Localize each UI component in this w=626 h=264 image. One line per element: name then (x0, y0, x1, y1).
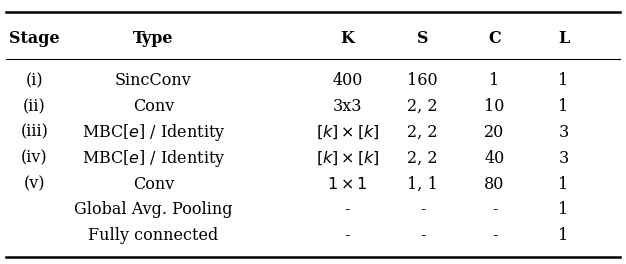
Text: -: - (420, 201, 425, 218)
Text: 40: 40 (485, 150, 505, 167)
Text: (iv): (iv) (21, 150, 48, 167)
Text: Conv: Conv (133, 98, 174, 115)
Text: SincConv: SincConv (115, 72, 192, 89)
Text: 160: 160 (408, 72, 438, 89)
Text: 1, 1: 1, 1 (407, 176, 438, 192)
Text: $[k]\times[k]$: $[k]\times[k]$ (316, 149, 379, 167)
Text: MBC[$e$] / Identity: MBC[$e$] / Identity (81, 122, 225, 143)
Text: (i): (i) (26, 72, 43, 89)
Text: C: C (488, 30, 501, 47)
Text: (iii): (iii) (21, 124, 48, 141)
Text: Global Avg. Pooling: Global Avg. Pooling (74, 201, 233, 218)
Text: MBC[$e$] / Identity: MBC[$e$] / Identity (81, 148, 225, 169)
Text: Fully connected: Fully connected (88, 227, 218, 244)
Text: 10: 10 (485, 98, 505, 115)
Text: 1: 1 (558, 72, 568, 89)
Text: Stage: Stage (9, 30, 59, 47)
Text: 1: 1 (558, 98, 568, 115)
Text: -: - (345, 227, 350, 244)
Text: 1: 1 (558, 176, 568, 192)
Text: Type: Type (133, 30, 173, 47)
Text: 400: 400 (332, 72, 362, 89)
Text: 2, 2: 2, 2 (408, 98, 438, 115)
Text: 80: 80 (485, 176, 505, 192)
Text: 3x3: 3x3 (332, 98, 362, 115)
Text: 20: 20 (485, 124, 505, 141)
Text: (v): (v) (24, 176, 45, 192)
Text: -: - (492, 201, 497, 218)
Text: 2, 2: 2, 2 (408, 150, 438, 167)
Text: L: L (558, 30, 569, 47)
Text: (ii): (ii) (23, 98, 46, 115)
Text: 1: 1 (558, 201, 568, 218)
Text: $[k]\times[k]$: $[k]\times[k]$ (316, 124, 379, 141)
Text: 1: 1 (558, 227, 568, 244)
Text: S: S (417, 30, 428, 47)
Text: 3: 3 (558, 124, 568, 141)
Text: -: - (345, 201, 350, 218)
Text: 3: 3 (558, 150, 568, 167)
Text: $1\times1$: $1\times1$ (327, 176, 367, 192)
Text: -: - (492, 227, 497, 244)
Text: 2, 2: 2, 2 (408, 124, 438, 141)
Text: Conv: Conv (133, 176, 174, 192)
Text: 1: 1 (490, 72, 500, 89)
Text: K: K (341, 30, 354, 47)
Text: -: - (420, 227, 425, 244)
